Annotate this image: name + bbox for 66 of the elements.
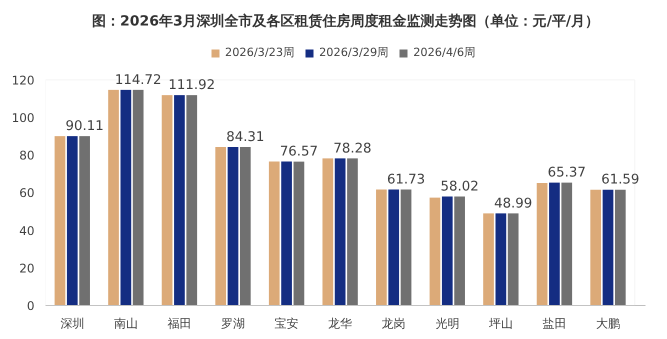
bar bbox=[614, 190, 626, 306]
y-tick-label: 60 bbox=[19, 186, 35, 200]
bar bbox=[322, 158, 334, 306]
bar bbox=[590, 190, 602, 306]
legend-label: 2026/4/6周 bbox=[413, 45, 476, 60]
bar bbox=[66, 136, 78, 306]
bar bbox=[536, 182, 548, 306]
bar bbox=[186, 95, 198, 306]
data-label: 84.31 bbox=[226, 130, 264, 146]
bar bbox=[347, 158, 358, 306]
x-tick-label: 龙华 bbox=[328, 316, 352, 330]
bar bbox=[400, 189, 412, 306]
bar bbox=[268, 162, 280, 306]
data-label: 58.02 bbox=[440, 179, 479, 194]
bar bbox=[549, 182, 560, 306]
x-tick-label: 龙岗 bbox=[382, 316, 406, 330]
bar bbox=[442, 196, 453, 306]
y-tick-label: 0 bbox=[26, 299, 35, 313]
x-tick-label: 大鹏 bbox=[596, 316, 620, 330]
x-tick-label: 深圳 bbox=[60, 316, 84, 330]
y-tick-label: 20 bbox=[19, 261, 35, 276]
data-label: 48.99 bbox=[494, 196, 532, 212]
legend-label: 2026/3/29周 bbox=[319, 45, 388, 60]
x-tick-label: 宝安 bbox=[274, 316, 299, 330]
bar bbox=[376, 190, 387, 306]
bar bbox=[54, 136, 66, 306]
bar bbox=[281, 162, 292, 306]
bar bbox=[561, 182, 572, 306]
bar bbox=[108, 90, 119, 306]
bar bbox=[120, 90, 132, 306]
data-label: 76.57 bbox=[280, 144, 318, 160]
data-label: 78.28 bbox=[333, 141, 372, 156]
bar bbox=[240, 147, 251, 306]
bar bbox=[334, 158, 346, 306]
y-tick-label: 120 bbox=[12, 73, 34, 88]
y-tick-label: 40 bbox=[19, 224, 35, 238]
bar bbox=[508, 213, 519, 306]
bar bbox=[294, 162, 304, 306]
x-tick-label: 福田 bbox=[167, 316, 192, 330]
data-label: 114.72 bbox=[114, 72, 162, 88]
data-label: 65.37 bbox=[548, 166, 586, 181]
bar bbox=[430, 198, 440, 306]
y-tick-label: 100 bbox=[12, 111, 34, 126]
data-label: 90.11 bbox=[66, 119, 104, 134]
bar bbox=[483, 213, 494, 306]
bar bbox=[228, 147, 238, 306]
x-tick-label: 坪山 bbox=[488, 316, 513, 330]
x-tick-label: 盐田 bbox=[542, 316, 566, 330]
y-tick-label: 80 bbox=[19, 148, 35, 163]
data-label: 111.92 bbox=[168, 78, 216, 94]
bar bbox=[388, 190, 400, 306]
x-tick-label: 南山 bbox=[114, 316, 138, 330]
bar bbox=[602, 190, 614, 306]
bar bbox=[132, 90, 144, 306]
bar bbox=[454, 196, 465, 306]
x-tick-label: 罗湖 bbox=[221, 316, 245, 330]
data-label: 61.73 bbox=[386, 172, 426, 188]
legend-label: 2026/3/23周 bbox=[225, 45, 294, 60]
bar bbox=[215, 147, 226, 306]
bar bbox=[79, 136, 90, 306]
bar bbox=[162, 95, 172, 306]
data-label: 61.59 bbox=[601, 172, 640, 188]
bar bbox=[496, 213, 506, 306]
x-tick-label: 光明 bbox=[435, 316, 460, 330]
bar bbox=[174, 95, 185, 306]
chart-title: 图：2026年3月深圳全市及各区租赁住房周度租金监测走势图（单位：元/平/月） bbox=[92, 12, 599, 30]
